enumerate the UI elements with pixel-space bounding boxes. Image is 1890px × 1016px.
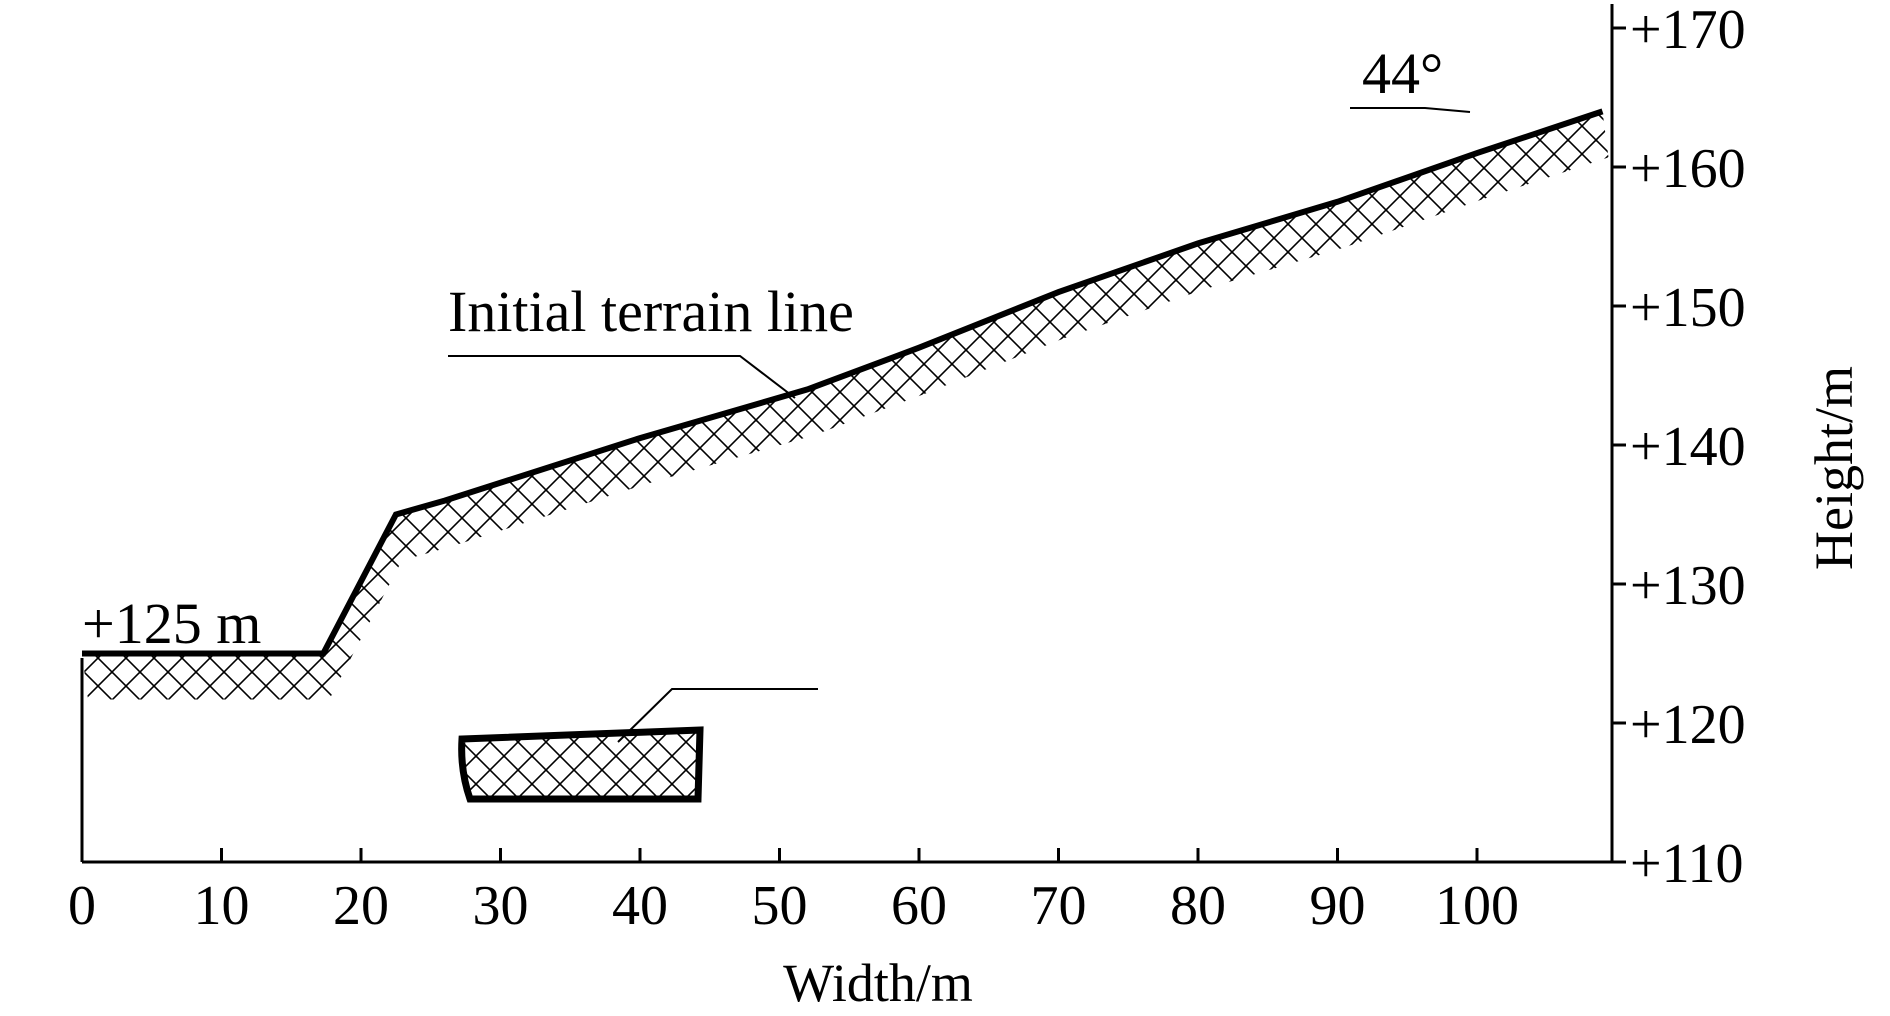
x-tick-label: 20 [333, 875, 389, 937]
y-tick-label: +130 [1630, 555, 1746, 617]
x-tick-label: 40 [612, 875, 668, 937]
slope-angle-label: 44° [1362, 41, 1443, 106]
x-tick-label: 10 [194, 875, 250, 937]
x-tick-label: 50 [752, 875, 808, 937]
y-tick-label: +110 [1630, 833, 1744, 895]
initial-terrain-line [82, 108, 1604, 657]
x-axis-title: Width/m [783, 953, 973, 1011]
y-tick-label: +120 [1630, 694, 1746, 756]
y-tick-label: +150 [1630, 277, 1746, 339]
ore-body-outline [458, 726, 704, 803]
rock-layer-hatching [82, 111, 1609, 700]
x-tick-label: 70 [1031, 875, 1087, 937]
elevation-label: +125 m [82, 591, 261, 656]
terrain-line-label: Initial terrain line [448, 279, 854, 344]
x-tick-label: 30 [473, 875, 529, 937]
y-axis-ticks: +110 +120 +130 +140 +150 +160 +170 [1612, 0, 1746, 895]
x-tick-label: 90 [1310, 875, 1366, 937]
ore-body-leader-line [617, 688, 818, 743]
x-tick-label: 80 [1170, 875, 1226, 937]
terrain-label-leader-line [448, 355, 796, 399]
x-tick-label: 0 [68, 875, 96, 937]
x-tick-label: 100 [1435, 875, 1519, 937]
y-tick-label: +170 [1630, 0, 1746, 61]
angle-leader-line [1350, 107, 1471, 113]
x-axis-ticks: 0 10 20 30 40 50 60 70 80 90 100 [68, 848, 1519, 937]
y-tick-label: +160 [1630, 138, 1746, 200]
y-axis-title: Height/m [1804, 366, 1864, 570]
y-tick-label: +140 [1630, 416, 1746, 478]
x-tick-label: 60 [891, 875, 947, 937]
